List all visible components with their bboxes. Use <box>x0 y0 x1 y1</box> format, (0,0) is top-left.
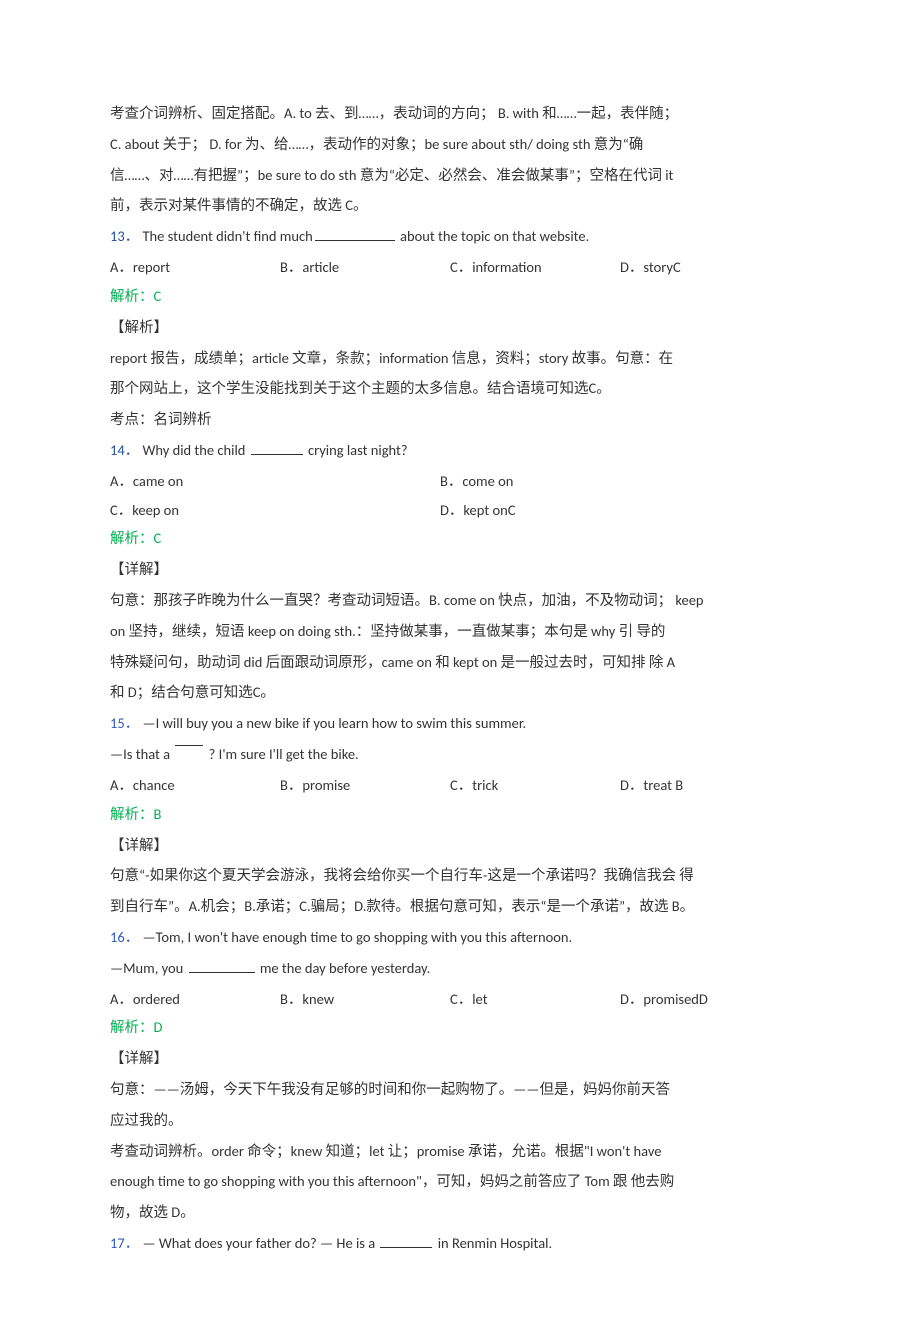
blank-icon <box>189 959 255 973</box>
intro-line: 考查介词辨析、固定搭配。A. to 去、到……，表动词的方向； B. with … <box>110 100 810 127</box>
stem-text: —Is that a <box>110 745 170 763</box>
q14-exp-line: 特殊疑问句，助动词 did 后面跟动词原形，came on 和 kept on … <box>110 649 810 676</box>
stem-text: Why did the child <box>142 441 248 459</box>
q14-exp-header: 【详解】 <box>110 556 810 583</box>
q13-exp-line: report 报告，成绩单；article 文章，条款；information … <box>110 345 810 372</box>
q13-options: A．report B．article C．information D．story… <box>110 254 810 281</box>
stem-tail: in Renmin Hospital. <box>434 1234 552 1252</box>
option-d: D．promisedD <box>620 986 790 1013</box>
q15-exp-line: 句意“-如果你这个夏天学会游泳，我将会给你买一个自行车-这是一个承诺吗？我确信我… <box>110 862 810 889</box>
q16-stem-line1: 16． —Tom, I won't have enough time to go… <box>110 924 810 951</box>
q13-stem: 13． The student didn't find much about t… <box>110 223 810 250</box>
option-a: A．ordered <box>110 986 280 1013</box>
intro-line: 信……、对……有把握”；be sure to do sth 意为“必定、必然会、… <box>110 162 810 189</box>
option-d: D．treat B <box>620 772 790 799</box>
option-a: A．report <box>110 254 280 281</box>
blank-icon <box>380 1234 432 1248</box>
option-d: D．kept onC <box>440 497 740 524</box>
q14-exp-line: 和 D；结合句意可知选C。 <box>110 679 810 706</box>
q14-options-row1: A．came on B．come on <box>110 468 810 495</box>
q16-options: A．ordered B．knew C．let D．promisedD <box>110 986 810 1013</box>
q14-answer: 解析：C <box>110 525 810 552</box>
q15-stem-line1: 15． —I will buy you a new bike if you le… <box>110 710 810 737</box>
stem-text: —I will buy you a new bike if you learn … <box>142 714 526 732</box>
option-b: B．come on <box>440 468 740 495</box>
q15-answer: 解析：B <box>110 801 810 828</box>
option-c: C．let <box>450 986 620 1013</box>
option-c: C．information <box>450 254 620 281</box>
option-c: C．trick <box>450 772 620 799</box>
q13-answer: 解析：C <box>110 283 810 310</box>
stem-tail: me the day before yesterday. <box>257 959 431 977</box>
option-a: A．chance <box>110 772 280 799</box>
q16-exp-header: 【详解】 <box>110 1045 810 1072</box>
option-d: D．storyC <box>620 254 790 281</box>
stem-text: The student didn't find much <box>142 227 312 245</box>
q17-stem: 17． — What does your father do? — He is … <box>110 1230 810 1257</box>
question-number: 17． <box>110 1234 139 1252</box>
question-number: 16． <box>110 928 139 946</box>
q14-options-row2: C．keep on D．kept onC <box>110 497 810 524</box>
intro-line: C. about 关于； D. for 为、给……，表动作的对象；be sure… <box>110 131 810 158</box>
q13-exp-line: 考点：名词辨析 <box>110 406 810 433</box>
q15-options: A．chance B．promise C．trick D．treat B <box>110 772 810 799</box>
q16-exp-line: 物，故选 D。 <box>110 1199 810 1226</box>
q14-stem: 14． Why did the child crying last night? <box>110 437 810 464</box>
q16-answer: 解析：D <box>110 1014 810 1041</box>
blank-icon <box>251 441 303 455</box>
stem-tail: about the topic on that website. <box>397 227 589 245</box>
option-a: A．came on <box>110 468 440 495</box>
intro-line: 前，表示对某件事情的不确定，故选 C。 <box>110 192 810 219</box>
option-b: B．knew <box>280 986 450 1013</box>
q16-exp-line: enough time to go shopping with you this… <box>110 1168 810 1195</box>
q15-exp-header: 【详解】 <box>110 832 810 859</box>
option-b: B．promise <box>280 772 450 799</box>
q16-stem-line2: —Mum, you me the day before yesterday. <box>110 955 810 982</box>
stem-tail: ? I'm sure I'll get the bike. <box>209 745 359 763</box>
q14-exp-line: on 坚持，继续，短语 keep on doing sth.：坚持做某事，一直做… <box>110 618 810 645</box>
question-number: 13． <box>110 227 139 245</box>
q13-exp-header: 【解析】 <box>110 314 810 341</box>
q16-exp-line: 应过我的。 <box>110 1107 810 1134</box>
q16-exp-line: 句意：——汤姆，今天下午我没有足够的时间和你一起购物了。——但是，妈妈你前天答 <box>110 1076 810 1103</box>
q16-exp-line: 考查动词辨析。order 命令；knew 知道；let 让；promise 承诺… <box>110 1138 810 1165</box>
q13-exp-line: 那个网站上，这个学生没能找到关于这个主题的太多信息。结合语境可知选C。 <box>110 375 810 402</box>
option-b: B．article <box>280 254 450 281</box>
overline-blank-icon <box>175 745 203 756</box>
q14-exp-line: 句意：那孩子昨晚为什么一直哭？考查动词短语。B. come on 快点，加油，不… <box>110 587 810 614</box>
stem-text: —Tom, I won't have enough time to go sho… <box>142 928 572 946</box>
stem-tail: crying last night? <box>305 441 408 459</box>
blank-icon <box>315 227 395 241</box>
question-number: 15． <box>110 714 139 732</box>
stem-text: — What does your father do? — He is a <box>142 1234 378 1252</box>
exam-page: 考查介词辨析、固定搭配。A. to 去、到……，表动词的方向； B. with … <box>0 0 920 1321</box>
option-c: C．keep on <box>110 497 440 524</box>
q15-exp-line: 到自行车”。A.机会；B.承诺；C.骗局；D.款待。根据句意可知，表示“是一个承… <box>110 893 810 920</box>
q15-stem-line2: —Is that a ? I'm sure I'll get the bike. <box>110 741 810 768</box>
question-number: 14． <box>110 441 139 459</box>
stem-text: —Mum, you <box>110 959 187 977</box>
